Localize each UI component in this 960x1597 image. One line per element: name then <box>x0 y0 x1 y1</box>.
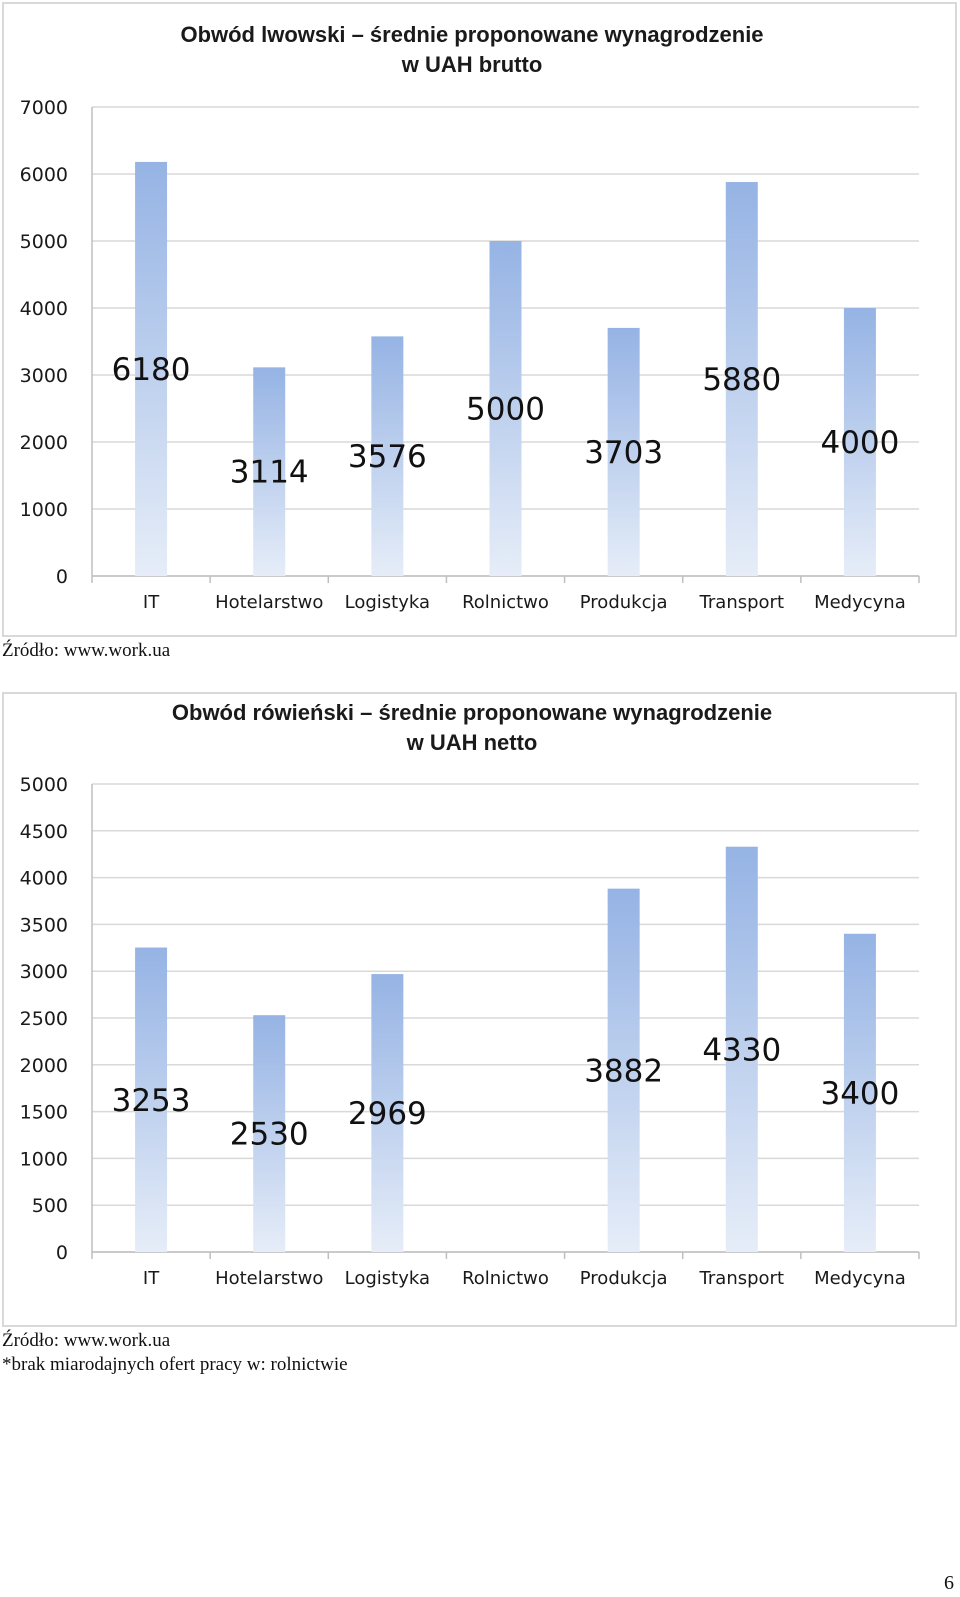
data-label-rolnictwo: 5000 <box>466 392 545 428</box>
y-tick-label: 500 <box>32 1195 68 1217</box>
y-tick-label: 1500 <box>20 1102 68 1124</box>
data-label-logistyka: 2969 <box>348 1096 427 1132</box>
x-category-label: Transport <box>699 1268 784 1289</box>
y-tick-label: 6000 <box>20 164 68 186</box>
data-label-it: 3253 <box>112 1083 191 1119</box>
bar-it <box>135 947 168 1252</box>
x-category-label: IT <box>143 592 160 613</box>
page-number: 6 <box>944 1572 954 1594</box>
y-tick-label: 5000 <box>20 774 68 796</box>
x-category-label: Transport <box>699 592 784 613</box>
data-label-hotelarstwo: 2530 <box>230 1117 309 1153</box>
y-tick-label: 3500 <box>20 914 68 936</box>
y-tick-label: 1000 <box>20 499 68 521</box>
bar-logistyka <box>371 336 404 576</box>
data-label-it: 6180 <box>112 352 191 388</box>
x-category-label: Logistyka <box>345 1268 430 1289</box>
bar-medycyna <box>843 308 876 576</box>
y-tick-label: 4000 <box>20 868 68 890</box>
y-tick-label: 7000 <box>20 97 68 119</box>
chart-lwow: Obwód lwowski – średnie proponowane wyna… <box>2 2 957 637</box>
x-category-label: Hotelarstwo <box>215 592 323 613</box>
y-tick-label: 2500 <box>20 1008 68 1030</box>
y-tick-label: 2000 <box>20 432 68 454</box>
y-tick-label: 2000 <box>20 1055 68 1077</box>
y-tick-label: 5000 <box>20 231 68 253</box>
x-category-label: Medycyna <box>814 1268 906 1289</box>
data-label-logistyka: 3576 <box>348 439 427 475</box>
footnote-rolnictwo: *brak miarodajnych ofert pracy w: rolnic… <box>2 1354 348 1375</box>
x-category-label: Produkcja <box>580 592 668 613</box>
bar-hotelarstwo <box>253 1015 286 1252</box>
x-category-label: Produkcja <box>580 1268 668 1289</box>
chart-title-line: w UAH netto <box>406 730 538 755</box>
chart-lwow-svg: Obwód lwowski – średnie proponowane wyna… <box>20 22 920 613</box>
chart-title-line: Obwód rówieński – średnie proponowane wy… <box>172 700 772 725</box>
bar-rolnictwo <box>489 241 522 576</box>
bar-transport <box>725 846 758 1252</box>
bar-produkcja <box>607 327 640 576</box>
y-tick-label: 3000 <box>20 961 68 983</box>
bar-hotelarstwo <box>253 367 286 576</box>
bar-transport <box>725 182 758 577</box>
data-label-hotelarstwo: 3114 <box>230 455 309 491</box>
y-tick-label: 1000 <box>20 1148 68 1170</box>
chart-rowne-svg: Obwód rówieński – średnie proponowane wy… <box>20 700 920 1289</box>
chart-title-line: Obwód lwowski – średnie proponowane wyna… <box>180 22 763 47</box>
bar-medycyna <box>843 933 876 1252</box>
y-tick-label: 0 <box>56 1242 68 1264</box>
chart-rowne: Obwód rówieński – średnie proponowane wy… <box>2 692 957 1327</box>
bar-produkcja <box>607 888 640 1252</box>
y-tick-label: 3000 <box>20 365 68 387</box>
x-category-label: Rolnictwo <box>462 592 549 613</box>
bar-logistyka <box>371 974 404 1252</box>
data-label-produkcja: 3703 <box>584 435 663 471</box>
data-label-medycyna: 4000 <box>820 425 899 461</box>
x-category-label: Hotelarstwo <box>215 1268 323 1289</box>
y-tick-label: 4500 <box>20 821 68 843</box>
x-category-label: Medycyna <box>814 592 906 613</box>
data-label-medycyna: 3400 <box>820 1076 899 1112</box>
y-tick-label: 4000 <box>20 298 68 320</box>
x-category-label: Logistyka <box>345 592 430 613</box>
data-label-transport: 5880 <box>702 362 781 398</box>
source-note-1: Źródło: www.work.ua <box>2 640 171 661</box>
chart-title-line: w UAH brutto <box>401 52 543 77</box>
data-label-transport: 4330 <box>702 1032 781 1068</box>
data-label-produkcja: 3882 <box>584 1053 663 1089</box>
bar-it <box>135 161 168 576</box>
source-note-2: Źródło: www.work.ua <box>2 1330 171 1351</box>
x-category-label: Rolnictwo <box>462 1268 549 1289</box>
x-category-label: IT <box>143 1268 160 1289</box>
y-tick-label: 0 <box>56 566 68 588</box>
